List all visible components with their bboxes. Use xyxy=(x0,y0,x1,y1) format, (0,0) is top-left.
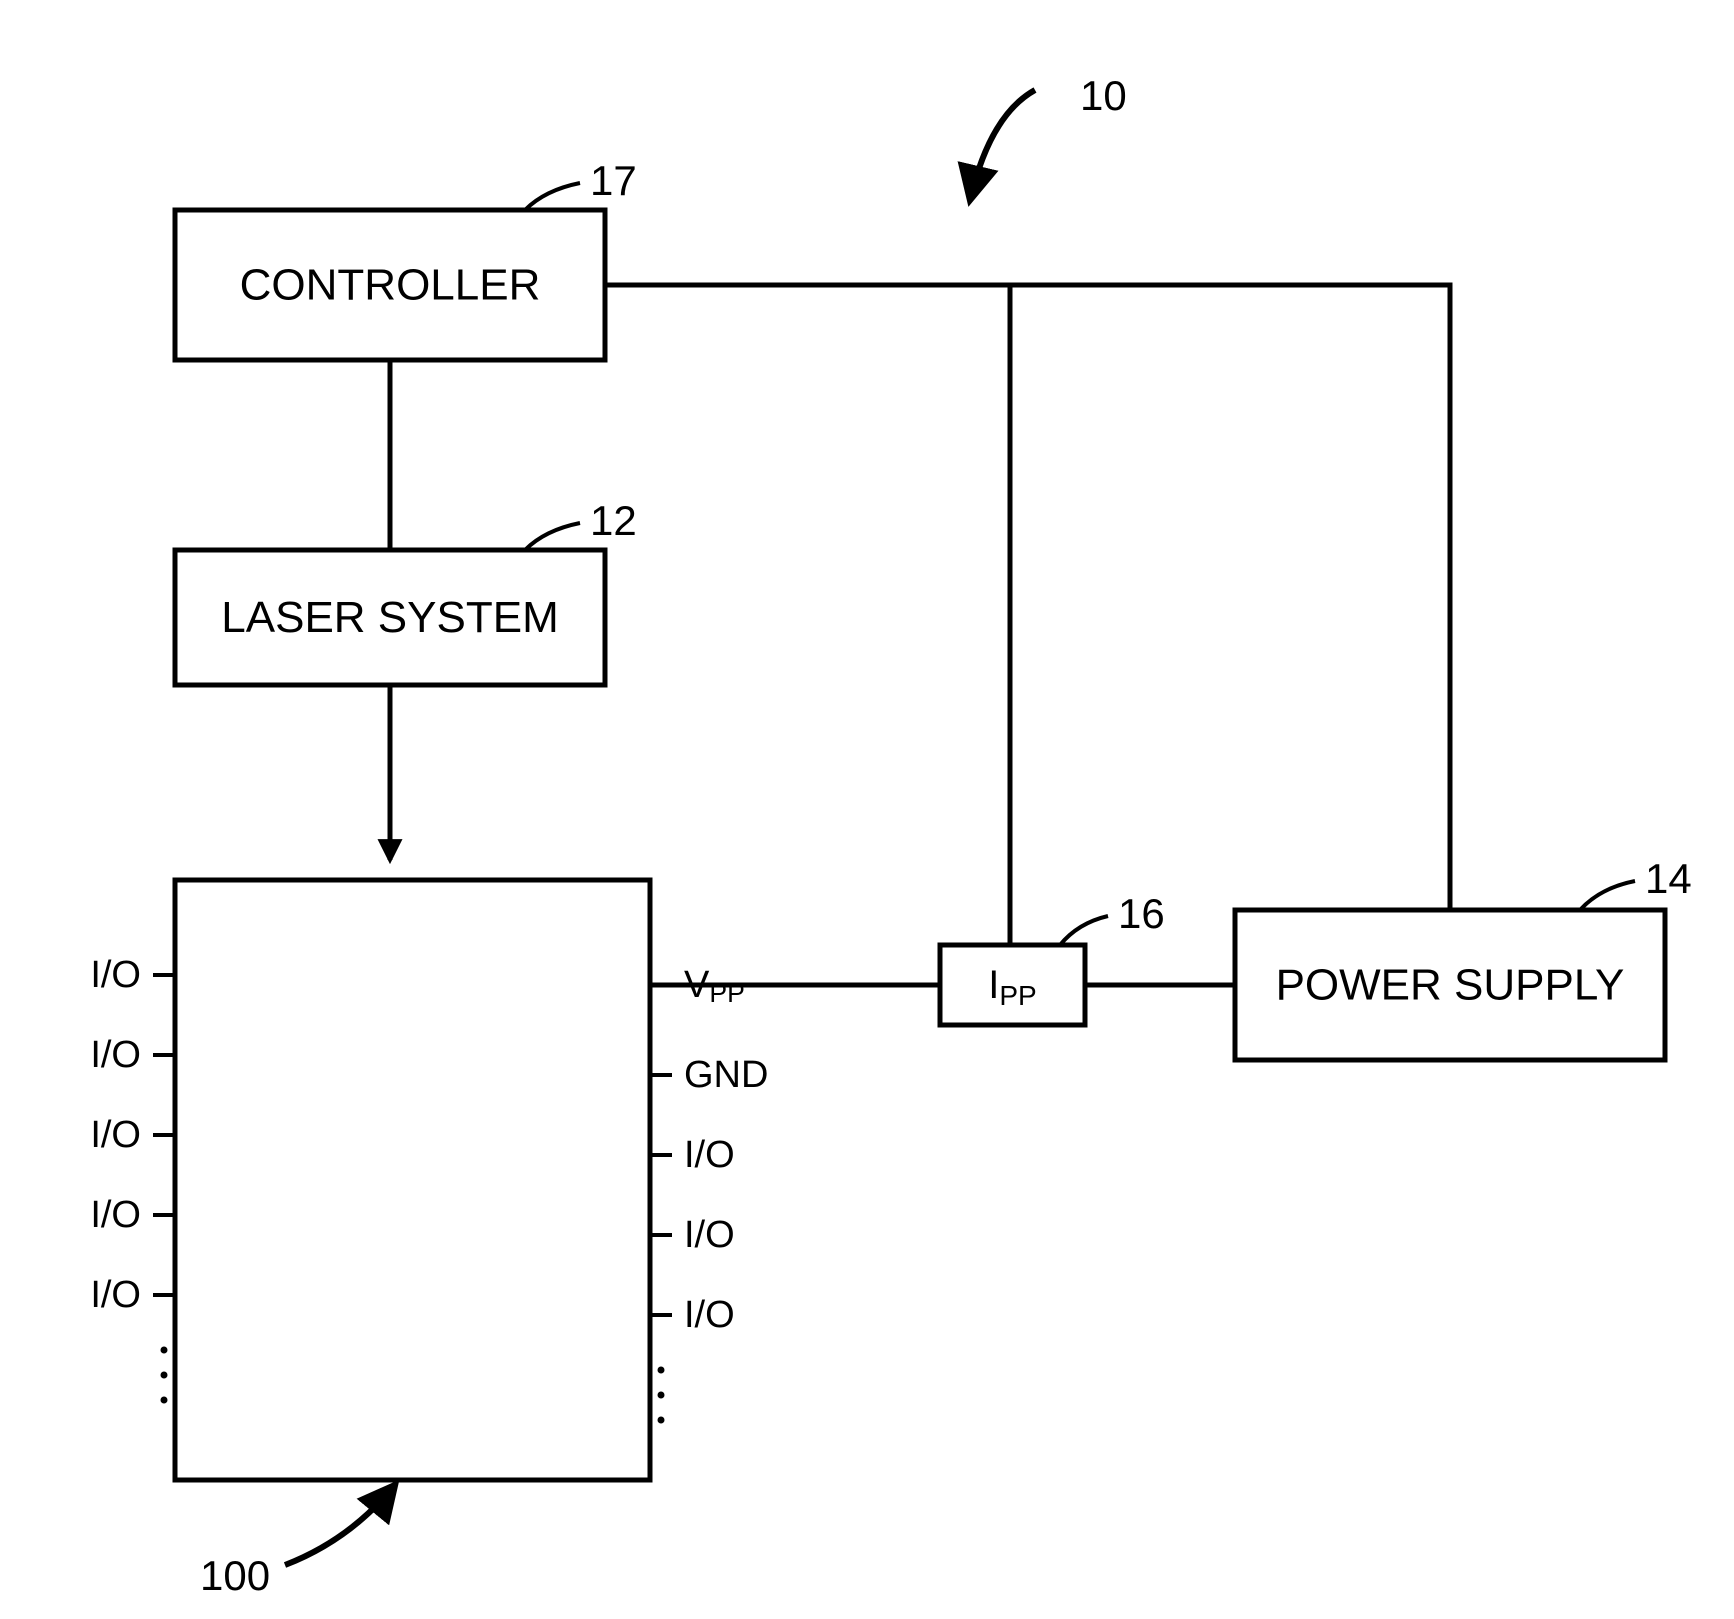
chip-ellipsis-left-0 xyxy=(161,1347,168,1354)
chip-pin-left-0-label: I/O xyxy=(90,954,141,996)
chip-pin-right-4-label: I/O xyxy=(684,1294,735,1336)
ref-label-100: 100 xyxy=(200,1552,270,1599)
chip-pin-right-0-label: VPP xyxy=(684,964,745,1008)
ref-hook-14 xyxy=(1580,881,1635,910)
ref-label-10: 10 xyxy=(1080,72,1127,119)
ref-label-17: 17 xyxy=(590,157,637,204)
chip-ellipsis-left-2 xyxy=(161,1397,168,1404)
arrow-chip-ref xyxy=(285,1485,395,1565)
chip-pin-right-3-label: I/O xyxy=(684,1214,735,1256)
chip-pin-right-2-label: I/O xyxy=(684,1134,735,1176)
ref-hook-17 xyxy=(525,183,580,210)
laser_system-label: LASER SYSTEM xyxy=(221,593,558,642)
chip-pin-right-1-label: GND xyxy=(684,1054,768,1096)
ref-hook-12 xyxy=(525,523,580,550)
ref-label-12: 12 xyxy=(590,497,637,544)
chip-pin-left-2-label: I/O xyxy=(90,1114,141,1156)
chip-pin-left-3-label: I/O xyxy=(90,1194,141,1236)
controller-label: CONTROLLER xyxy=(240,261,541,310)
arrow-sys-ref xyxy=(970,90,1035,200)
ref-label-14: 14 xyxy=(1645,855,1692,902)
wire xyxy=(605,285,1450,910)
chip-pin-left-1-label: I/O xyxy=(90,1034,141,1076)
ref-label-16: 16 xyxy=(1118,890,1165,937)
chip-pin-left-4-label: I/O xyxy=(90,1274,141,1316)
chip-ellipsis-left-1 xyxy=(161,1372,168,1379)
chip-ellipsis-right-2 xyxy=(658,1417,665,1424)
chip-box xyxy=(175,880,650,1480)
chip-ellipsis-right-0 xyxy=(658,1367,665,1374)
chip-ellipsis-right-1 xyxy=(658,1392,665,1399)
power_supply-label: POWER SUPPLY xyxy=(1276,961,1625,1010)
ref-hook-16 xyxy=(1060,916,1108,945)
